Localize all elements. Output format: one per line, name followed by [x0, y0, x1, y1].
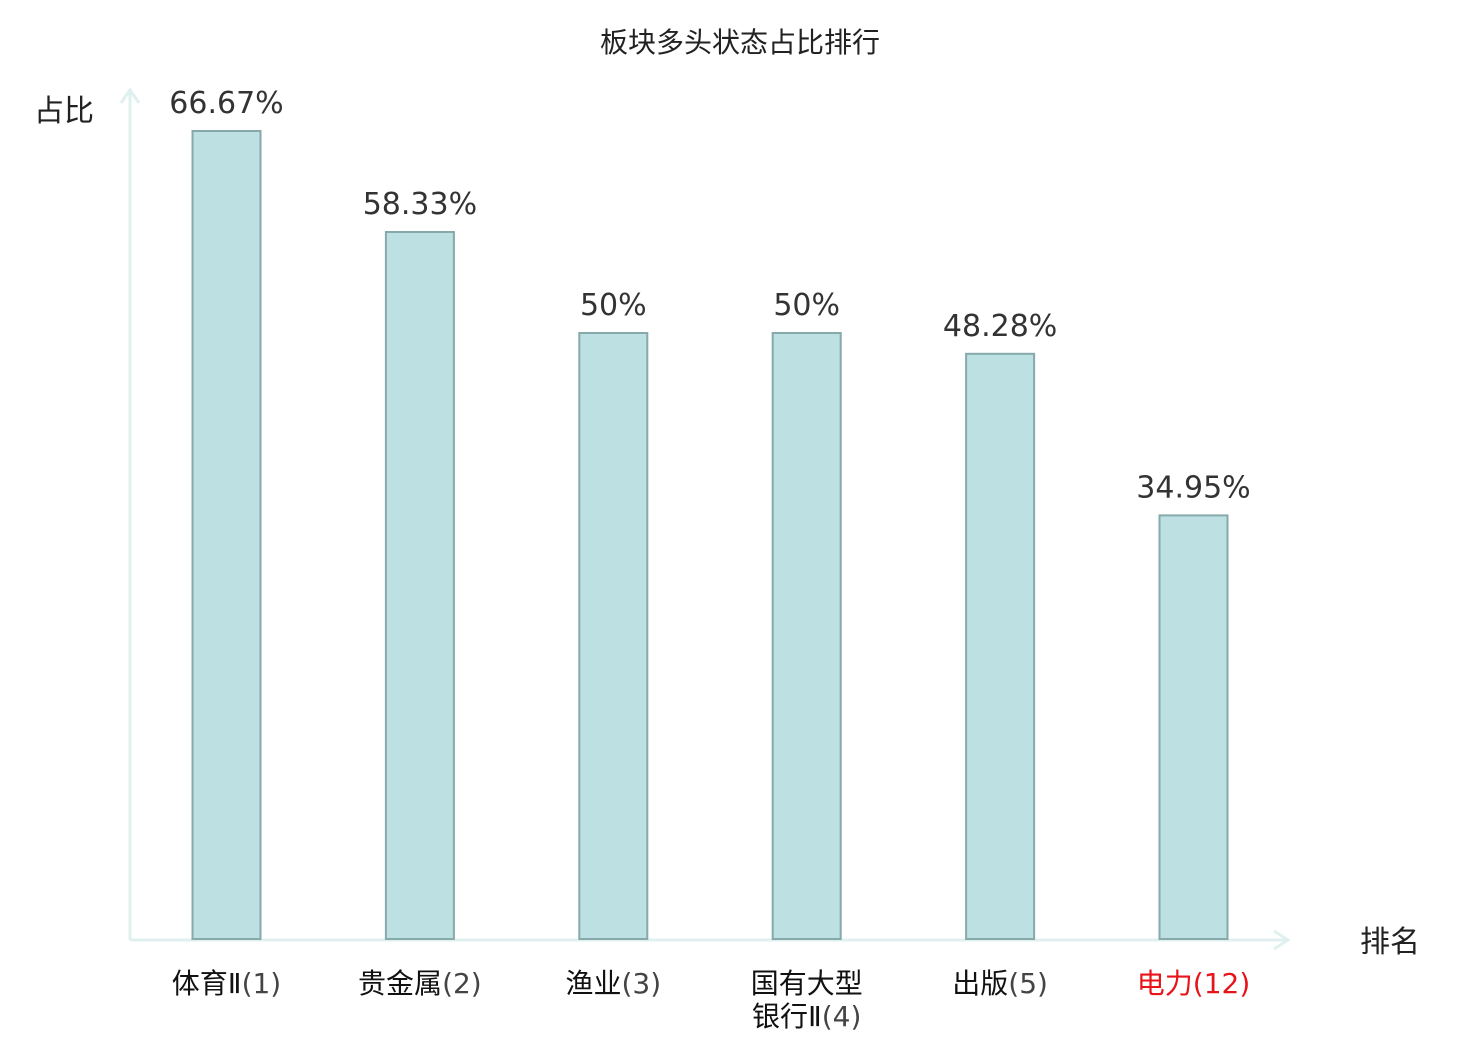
category-label-2: 贵金属(2) — [358, 967, 482, 1000]
category-rank: (12) — [1193, 967, 1250, 1000]
category-name: 渔业 — [565, 967, 621, 1000]
value-label-1: 66.67% — [169, 86, 283, 121]
bar-5 — [965, 352, 1036, 940]
value-label-5: 48.28% — [943, 309, 1057, 344]
category-name: 国有大型 — [751, 967, 863, 1000]
bar-2 — [384, 231, 455, 940]
bar-3 — [578, 332, 649, 940]
category-name: 电力 — [1137, 967, 1193, 1000]
category-label-4-line-2: 银行Ⅱ(4) — [752, 1000, 861, 1033]
category-rank: (4) — [822, 1000, 862, 1033]
y-axis-label: 占比 — [34, 94, 94, 129]
bar-4 — [771, 332, 842, 940]
category-rank: (2) — [442, 967, 482, 1000]
category-name: 出版 — [952, 967, 1008, 1000]
bar-1 — [191, 130, 262, 940]
category-rank: (5) — [1008, 967, 1048, 1000]
value-label-4: 50% — [773, 288, 840, 323]
y-axis-arrow-icon — [119, 87, 141, 104]
category-name: 贵金属 — [358, 967, 442, 1000]
x-axis-arrow-icon — [1273, 929, 1291, 951]
category-rank: (3) — [621, 967, 661, 1000]
category-name: 体育Ⅱ — [172, 967, 242, 1000]
chart-title: 板块多头状态占比排行 — [600, 26, 880, 59]
category-label-1: 体育Ⅱ(1) — [172, 967, 281, 1000]
value-label-3: 50% — [580, 288, 647, 323]
category-label-6: 电力(12) — [1137, 967, 1251, 1000]
category-label-3: 渔业(3) — [565, 967, 661, 1000]
axes — [119, 87, 1291, 951]
value-label-2: 58.33% — [363, 187, 477, 222]
value-labels: 66.67% 58.33% 50% 50% 48.28% 34.95% — [169, 86, 1250, 505]
bar-6 — [1158, 514, 1229, 941]
category-label-5: 出版(5) — [952, 967, 1048, 1000]
category-name: 银行Ⅱ — [752, 1000, 822, 1033]
value-label-6: 34.95% — [1136, 470, 1250, 505]
x-axis-label: 排名 — [1360, 925, 1420, 960]
category-rank: (1) — [242, 967, 282, 1000]
bars — [191, 130, 1229, 941]
category-label-4-line-1: 国有大型 — [751, 967, 863, 1000]
